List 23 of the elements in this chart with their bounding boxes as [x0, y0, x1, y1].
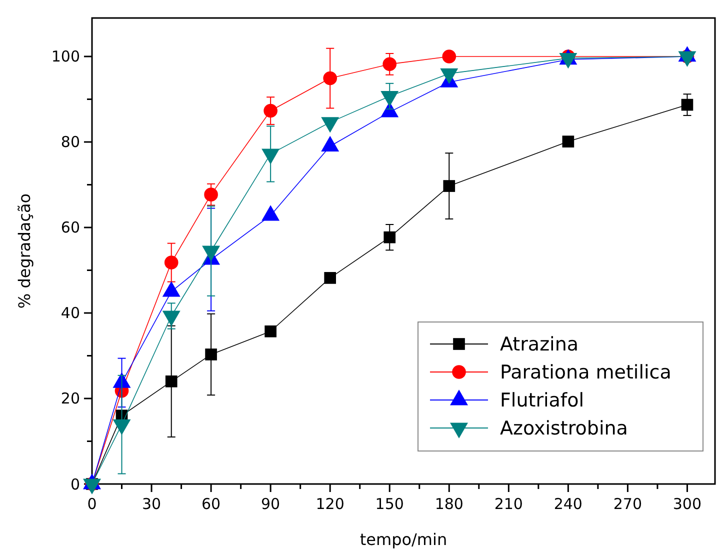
x-tick-label: 270 [613, 495, 642, 513]
y-tick-label: 60 [60, 218, 80, 237]
x-tick-label: 300 [672, 495, 702, 513]
x-tick-label: 120 [316, 495, 344, 513]
legend-label: Atrazina [500, 334, 579, 356]
x-axis-title: tempo/min [360, 530, 448, 549]
x-tick-label: 180 [434, 495, 464, 513]
x-tick-label: 150 [375, 495, 404, 513]
x-tick-label: 90 [261, 495, 280, 513]
x-tick-label: 210 [494, 495, 523, 513]
legend-label: Flutriafol [500, 390, 584, 412]
y-tick-label: 20 [60, 390, 80, 408]
y-axis-title: % degradação [15, 193, 34, 309]
x-tick-label: 60 [202, 495, 221, 513]
y-tick-label: 80 [60, 133, 80, 152]
y-tick-label: 40 [60, 304, 80, 322]
legend-label: Parationa metilica [500, 362, 672, 384]
y-tick-label: 100 [51, 48, 80, 66]
x-tick-label: 30 [142, 495, 162, 513]
x-tick-label: 0 [87, 495, 97, 513]
x-tick-label: 240 [554, 495, 582, 513]
legend-label: Azoxistrobina [500, 418, 628, 440]
y-tick-label: 0 [70, 475, 80, 494]
